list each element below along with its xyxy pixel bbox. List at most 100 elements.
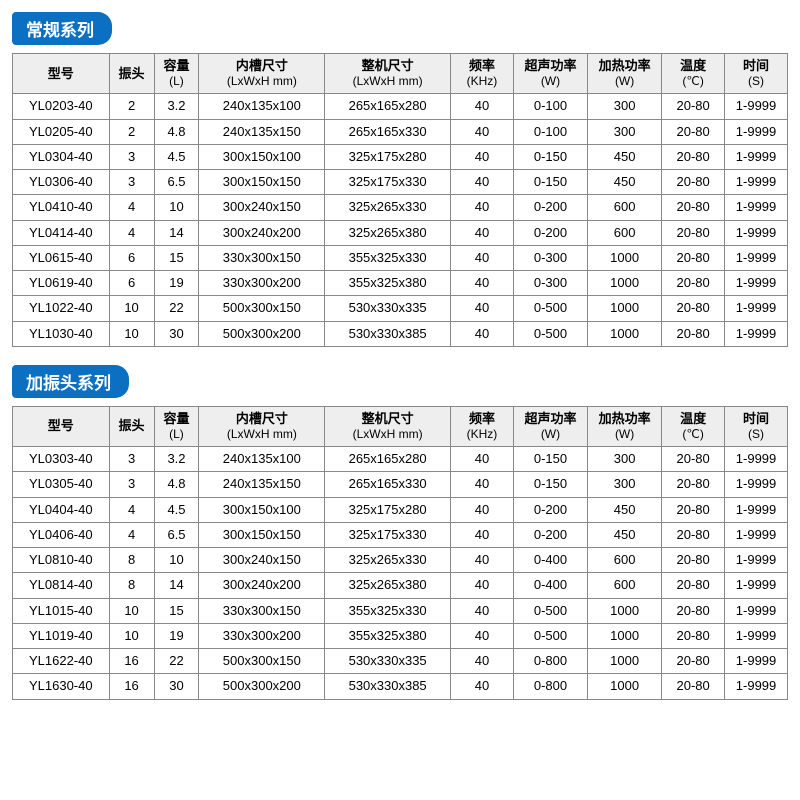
table-header-row: 型号振头容量(L)内槽尺寸(LxWxH mm)整机尺寸(LxWxH mm)频率(…	[13, 406, 788, 446]
column-header: 加热功率(W)	[588, 406, 662, 446]
column-unit: (W)	[590, 74, 659, 89]
table-cell: 530x330x335	[325, 296, 451, 321]
table-cell: 15	[154, 245, 199, 270]
table-cell: 40	[451, 94, 514, 119]
table-cell: 10	[154, 548, 199, 573]
table-cell: 300x240x150	[199, 548, 325, 573]
table-cell: 4.5	[154, 497, 199, 522]
table-cell: 4	[109, 497, 154, 522]
table-cell: 1-9999	[725, 548, 788, 573]
table-cell: 1-9999	[725, 522, 788, 547]
table-cell: 40	[451, 195, 514, 220]
column-header: 振头	[109, 406, 154, 446]
table-cell: YL0203-40	[13, 94, 110, 119]
column-label: 振头	[119, 418, 145, 433]
table-cell: 20-80	[662, 522, 725, 547]
table-cell: 0-150	[513, 170, 587, 195]
table-cell: 300	[588, 94, 662, 119]
table-cell: 325x265x330	[325, 195, 451, 220]
table-cell: 240x135x100	[199, 94, 325, 119]
table-cell: 355x325x380	[325, 623, 451, 648]
table-cell: 530x330x385	[325, 674, 451, 699]
table-cell: 330x300x150	[199, 598, 325, 623]
table-cell: 20-80	[662, 674, 725, 699]
table-cell: 300x240x200	[199, 573, 325, 598]
table-cell: 330x300x200	[199, 271, 325, 296]
table-cell: 20-80	[662, 245, 725, 270]
table-row: YL0615-40615330x300x150355x325x330400-30…	[13, 245, 788, 270]
table-cell: 1-9999	[725, 649, 788, 674]
column-label: 时间	[743, 411, 769, 426]
table-cell: 0-400	[513, 548, 587, 573]
table-cell: 1-9999	[725, 119, 788, 144]
table-cell: 20-80	[662, 548, 725, 573]
column-header: 整机尺寸(LxWxH mm)	[325, 406, 451, 446]
table-cell: 265x165x280	[325, 447, 451, 472]
column-header: 超声功率(W)	[513, 406, 587, 446]
table-cell: 500x300x200	[199, 674, 325, 699]
table-cell: 1-9999	[725, 220, 788, 245]
table-row: YL0304-4034.5300x150x100325x175x280400-1…	[13, 144, 788, 169]
table-cell: YL0305-40	[13, 472, 110, 497]
table-cell: 530x330x385	[325, 321, 451, 346]
table-cell: 325x265x330	[325, 548, 451, 573]
table-cell: 600	[588, 220, 662, 245]
column-header: 内槽尺寸(LxWxH mm)	[199, 406, 325, 446]
table-row: YL0305-4034.8240x135x150265x165x330400-1…	[13, 472, 788, 497]
table-cell: 40	[451, 144, 514, 169]
table-cell: 30	[154, 674, 199, 699]
section-header: 常规系列	[12, 12, 112, 45]
table-cell: 3	[109, 447, 154, 472]
table-cell: 3.2	[154, 94, 199, 119]
column-label: 型号	[48, 418, 74, 433]
table-cell: 30	[154, 321, 199, 346]
table-cell: 4.5	[154, 144, 199, 169]
table-cell: 6	[109, 271, 154, 296]
table-cell: 600	[588, 573, 662, 598]
column-unit: (W)	[590, 427, 659, 442]
table-cell: 40	[451, 220, 514, 245]
table-cell: 0-500	[513, 321, 587, 346]
column-label: 振头	[119, 66, 145, 81]
table-cell: 10	[109, 623, 154, 648]
column-header: 振头	[109, 54, 154, 94]
table-cell: 450	[588, 144, 662, 169]
table-row: YL0810-40810300x240x150325x265x330400-40…	[13, 548, 788, 573]
table-cell: 355x325x330	[325, 598, 451, 623]
column-header: 型号	[13, 406, 110, 446]
table-cell: 10	[154, 195, 199, 220]
table-row: YL1015-401015330x300x150355x325x330400-5…	[13, 598, 788, 623]
column-label: 型号	[48, 66, 74, 81]
table-cell: 4.8	[154, 472, 199, 497]
table-cell: 1000	[588, 674, 662, 699]
table-cell: YL1022-40	[13, 296, 110, 321]
table-cell: 1-9999	[725, 296, 788, 321]
column-header: 频率(KHz)	[451, 54, 514, 94]
table-cell: 325x175x330	[325, 522, 451, 547]
table-cell: 1-9999	[725, 271, 788, 296]
table-cell: YL1015-40	[13, 598, 110, 623]
table-cell: 40	[451, 573, 514, 598]
table-row: YL0410-40410300x240x150325x265x330400-20…	[13, 195, 788, 220]
table-cell: 40	[451, 271, 514, 296]
table-row: YL0203-4023.2240x135x100265x165x280400-1…	[13, 94, 788, 119]
table-cell: 22	[154, 296, 199, 321]
table-cell: YL0205-40	[13, 119, 110, 144]
table-cell: 1-9999	[725, 447, 788, 472]
table-row: YL0404-4044.5300x150x100325x175x280400-2…	[13, 497, 788, 522]
table-cell: 20-80	[662, 220, 725, 245]
section-header: 加振头系列	[12, 365, 129, 398]
table-cell: 20-80	[662, 573, 725, 598]
table-row: YL1019-401019330x300x200355x325x380400-5…	[13, 623, 788, 648]
column-unit: (℃)	[664, 74, 722, 89]
column-label: 加热功率	[599, 411, 651, 426]
table-cell: 8	[109, 573, 154, 598]
table-cell: 355x325x330	[325, 245, 451, 270]
table-cell: 20-80	[662, 623, 725, 648]
table-cell: 40	[451, 245, 514, 270]
table-cell: 330x300x200	[199, 623, 325, 648]
table-cell: YL0304-40	[13, 144, 110, 169]
column-unit: (L)	[157, 74, 197, 89]
column-header: 容量(L)	[154, 54, 199, 94]
table-cell: 10	[109, 598, 154, 623]
